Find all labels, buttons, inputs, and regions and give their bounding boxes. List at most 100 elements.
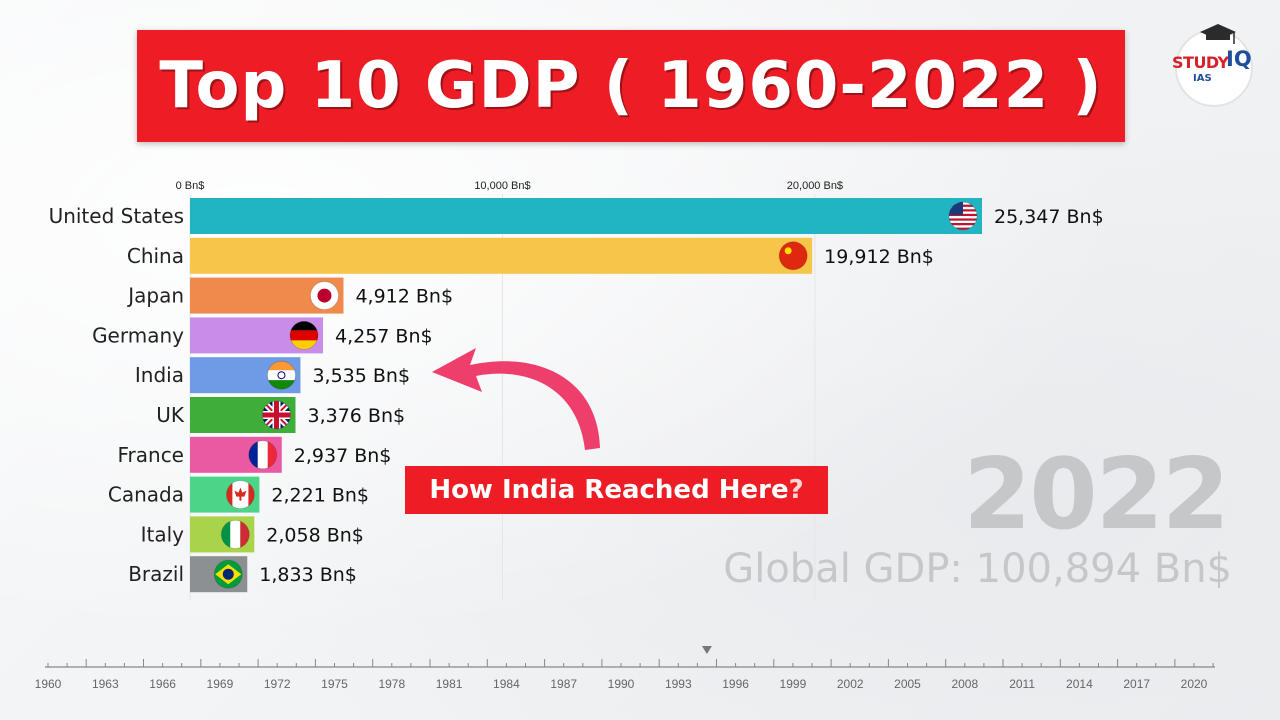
callout-label: How India Reached Here (429, 475, 789, 505)
bar-row: UK 3,376 Bn$ (156, 397, 405, 433)
timeline-label: 1999 (780, 677, 807, 691)
x-tick-label: 10,000 Bn$ (474, 180, 530, 192)
category-label: China (127, 244, 184, 268)
bar-row: Japan 4,912 Bn$ (126, 277, 453, 314)
flag-ring (309, 281, 339, 311)
bar-row: China 19,912 Bn$ (127, 237, 934, 274)
bar-row: Italy 2,058 Bn$ (141, 516, 364, 553)
timeline-label: 1975 (321, 677, 348, 691)
timeline-label: 1978 (378, 677, 405, 691)
flag-clip-group (248, 440, 277, 469)
timeline-label: 2020 (1181, 677, 1208, 691)
flag-ring (261, 400, 291, 430)
flag-china-icon (778, 241, 808, 271)
timeline-label: 1993 (665, 677, 692, 691)
flag-japan-icon (309, 281, 339, 311)
timeline-label: 1996 (722, 677, 749, 691)
timeline-label: 1966 (149, 677, 176, 691)
timeline-label: 1987 (550, 677, 577, 691)
logo-ias-text: IAS (1193, 73, 1212, 84)
flag-india-icon (266, 360, 296, 390)
flag-ring (213, 559, 243, 589)
category-label: Italy (141, 522, 185, 546)
flag-clip-group (221, 520, 250, 549)
value-label: 2,058 Bn$ (266, 524, 364, 546)
flag-clip-group (949, 202, 977, 230)
flag-clip-group (214, 560, 243, 589)
bar-row: Germany 4,257 Bn$ (92, 317, 433, 354)
category-label: UK (156, 403, 185, 427)
category-label: Canada (108, 483, 184, 507)
timeline-label: 2014 (1066, 677, 1093, 691)
timeline-label: 1990 (608, 677, 635, 691)
bar (190, 198, 982, 234)
callout-text: How India Reached Here? (429, 475, 803, 505)
callout-box: How India Reached Here? (405, 466, 828, 514)
logo-iq-text: IQ (1226, 47, 1252, 71)
value-label: 25,347 Bn$ (994, 206, 1104, 228)
flag-ring (948, 201, 978, 231)
timeline-label: 1960 (35, 677, 62, 691)
category-label: India (135, 363, 184, 387)
timeline-label: 1963 (92, 677, 119, 691)
x-tick-label: 0 Bn$ (176, 180, 205, 192)
category-label: Japan (126, 284, 184, 308)
current-year: 2022 (963, 438, 1230, 552)
flag-italy-icon (220, 519, 250, 549)
global-gdp: Global GDP: 100,894 Bn$ (723, 546, 1232, 592)
flag-brazil-icon (213, 559, 243, 589)
title-banner: Top 10 GDP ( 1960-2022 ) (137, 30, 1125, 142)
callout-question-mark: ? (788, 475, 804, 505)
value-label: 19,912 Bn$ (824, 246, 934, 268)
callout-arrow (432, 348, 600, 450)
flag-ring (266, 360, 296, 390)
flag-ring (778, 241, 808, 271)
category-label: United States (49, 204, 184, 228)
bar-row: France 2,937 Bn$ (117, 436, 392, 473)
timeline-marker (701, 646, 712, 654)
value-label: 2,221 Bn$ (271, 485, 369, 507)
value-label: 1,833 Bn$ (259, 564, 357, 586)
flag-germany-icon (289, 320, 319, 350)
timeline-label: 2005 (894, 677, 921, 691)
logo-study-text: STUDY (1172, 53, 1229, 72)
category-label: Germany (92, 323, 184, 347)
x-tick-label: 20,000 Bn$ (787, 180, 843, 192)
flag-ring (220, 519, 250, 549)
value-label: 2,937 Bn$ (294, 445, 392, 467)
flag-clip-group (779, 241, 808, 270)
value-label: 3,376 Bn$ (307, 405, 405, 427)
flag-clip-group (226, 480, 255, 509)
bar-row: Canada 2,221 Bn$ (108, 476, 369, 513)
flag-canada-icon (225, 480, 255, 510)
timeline[interactable]: 1960 1963 1966 1969 1972 1975 1978 1981 1984 1987… (35, 646, 1215, 691)
flag-ring (225, 480, 255, 510)
flag-clip-group (290, 321, 319, 350)
timeline-label: 2008 (951, 677, 978, 691)
category-label: France (117, 443, 184, 467)
category-label: Brazil (128, 562, 184, 586)
timeline-label: 2011 (1009, 677, 1035, 691)
timeline-label: 1984 (493, 677, 520, 691)
value-label: 3,535 Bn$ (312, 365, 410, 387)
flag-usa-icon (948, 201, 978, 231)
bar-row: United States 25,347 Bn$ (49, 198, 1104, 234)
study-iq-logo (1175, 24, 1253, 107)
bar-row: Brazil 1,833 Bn$ (128, 556, 357, 593)
timeline-label: 2002 (837, 677, 864, 691)
x-axis-ticks: 0 Bn$ 10,000 Bn$ 20,000 Bn$ (176, 180, 843, 192)
timeline-label: 2017 (1123, 677, 1150, 691)
flag-france-icon (248, 440, 278, 470)
flag-clip-group (267, 361, 296, 390)
flag-ring (289, 320, 319, 350)
value-label: 4,257 Bn$ (335, 325, 433, 347)
timeline-label: 1981 (436, 677, 463, 691)
flag-ring (248, 440, 278, 470)
timeline-label: 1969 (207, 677, 234, 691)
bar-row: India 3,535 Bn$ (135, 357, 410, 394)
timeline-label: 1972 (264, 677, 291, 691)
flag-clip-group (310, 281, 339, 310)
chart-title: Top 10 GDP ( 1960-2022 ) (159, 49, 1103, 123)
value-label: 4,912 Bn$ (355, 286, 453, 308)
